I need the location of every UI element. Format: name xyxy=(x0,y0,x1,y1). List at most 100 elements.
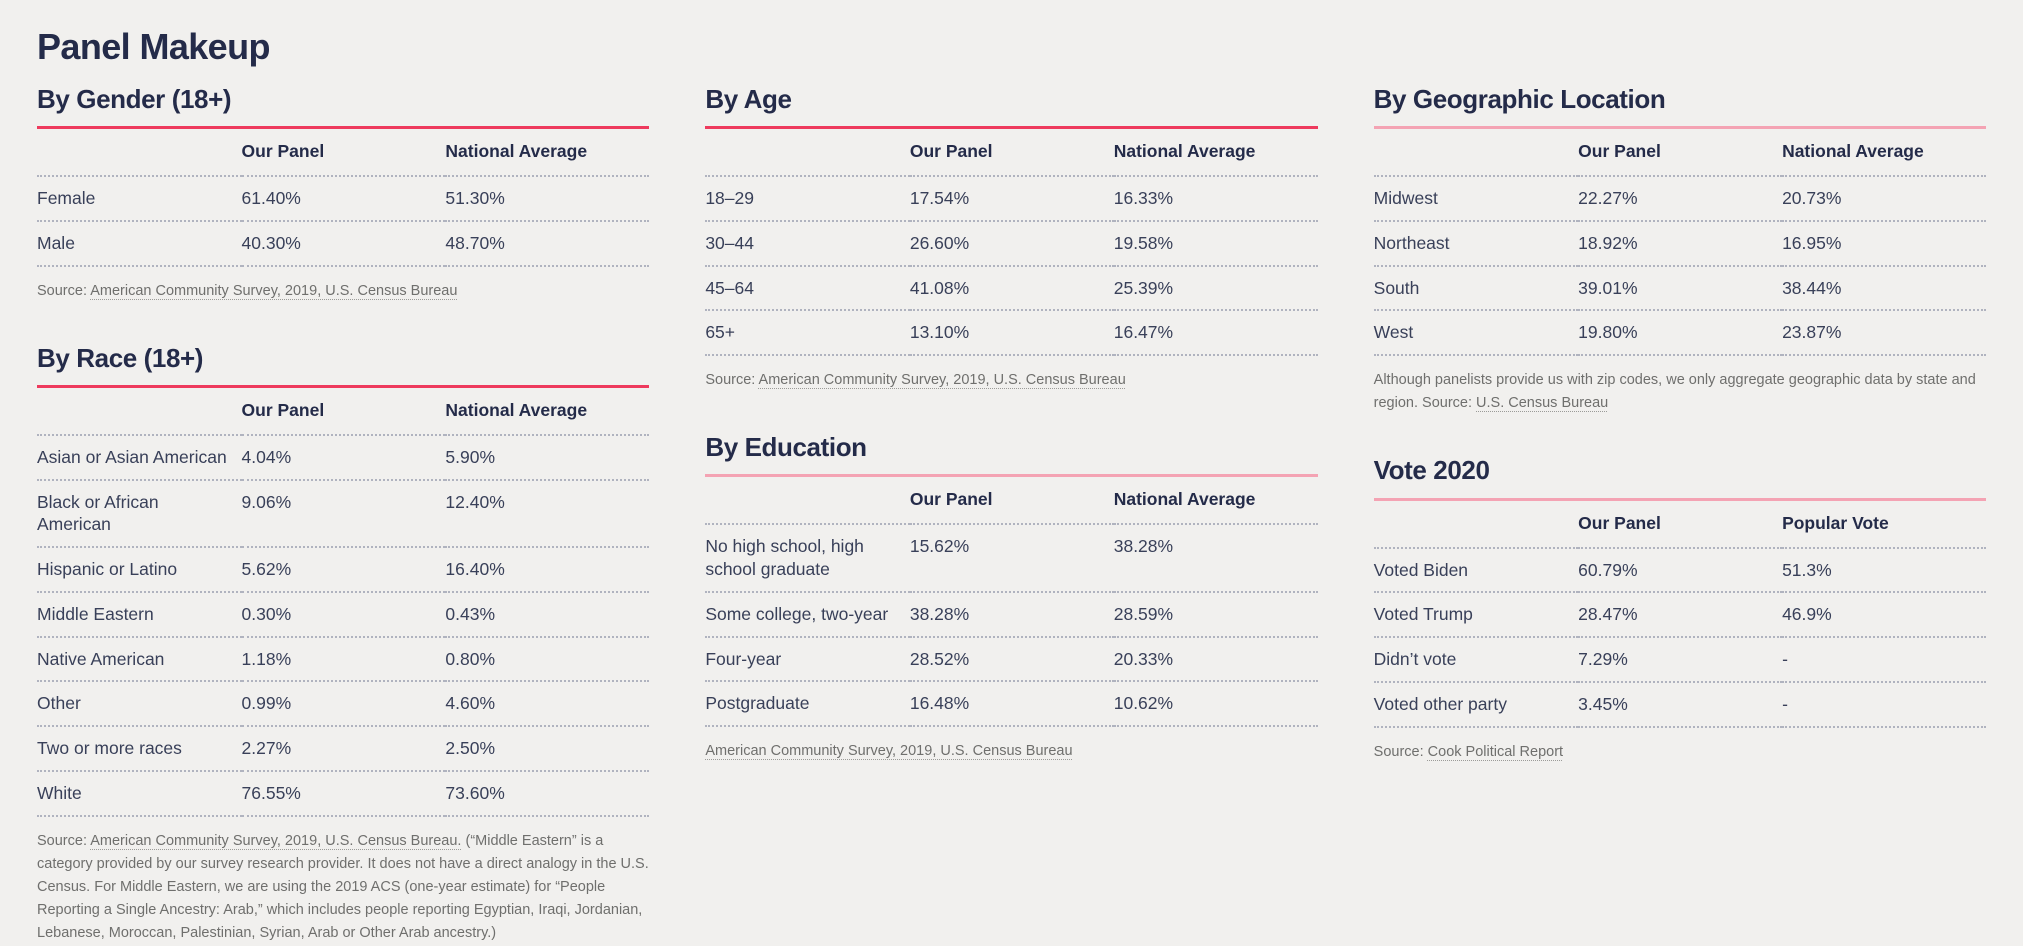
row-label: West xyxy=(1373,309,1579,357)
section-title: By Education xyxy=(705,432,867,463)
table-row: 45–64 41.08% 25.39% xyxy=(705,264,1318,311)
comparison-value: 20.73% xyxy=(1782,175,1986,221)
row-label: Hispanic or Latino xyxy=(37,546,242,592)
table-row: Didn’t vote 7.29% - xyxy=(1373,636,1986,682)
our-panel-value: 5.62% xyxy=(241,546,446,592)
our-panel-value: 26.60% xyxy=(909,219,1114,266)
section-vote2020: Vote 2020 Our Panel Popular Vote Voted B… xyxy=(1373,455,1986,763)
table-row: Two or more races 2.27% 2.50% xyxy=(37,725,650,771)
table-header-row: Our Panel Popular Vote xyxy=(1374,501,1986,548)
our-panel-value: 15.62% xyxy=(909,523,1114,592)
column-header-comparison: National Average xyxy=(1113,141,1256,162)
comparison-value: 38.28% xyxy=(1113,523,1318,592)
comparison-value: 20.33% xyxy=(1113,635,1318,682)
section-title: By Gender (18+) xyxy=(37,84,232,114)
column-header-comparison: National Average xyxy=(1113,489,1256,510)
comparison-value: 51.3% xyxy=(1782,546,1986,593)
table-body: 18–29 17.54% 16.33% 30–44 26.60% 19.58% … xyxy=(705,175,1318,357)
table-row: West 19.80% 23.87% xyxy=(1373,309,1986,357)
comparison-value: 0.43% xyxy=(445,590,650,637)
column-left: By Gender (18+) Our Panel National Avera… xyxy=(37,84,650,946)
row-label: Female xyxy=(37,175,242,221)
our-panel-value: 76.55% xyxy=(241,769,446,817)
comparison-value: 0.80% xyxy=(445,635,650,682)
data-table: Our Panel Popular Vote Voted Biden 60.79… xyxy=(1373,501,1986,728)
column-right: By Geographic Location Our Panel Nationa… xyxy=(1373,84,1986,764)
our-panel-value: 0.99% xyxy=(241,680,446,727)
source-link[interactable]: American Community Survey, 2019, U.S. Ce… xyxy=(90,832,462,849)
header-spacer xyxy=(1374,129,1579,176)
row-label: Voted Trump xyxy=(1373,591,1579,637)
column-header-our-panel: Our Panel xyxy=(909,489,993,510)
row-label: Didn’t vote xyxy=(1373,636,1579,682)
section-geography: By Geographic Location Our Panel Nationa… xyxy=(1373,84,1986,415)
panel-makeup-page: Panel Makeup By Gender (18+) Our Panel N… xyxy=(37,26,1986,946)
table-row: Postgraduate 16.48% 10.62% xyxy=(705,680,1318,728)
table-header-row: Our Panel National Average xyxy=(705,477,1317,524)
row-label: Voted other party xyxy=(1373,680,1579,728)
table-row: Northeast 18.92% 16.95% xyxy=(1373,219,1986,266)
source-text: Although panelists provide us with zip c… xyxy=(1373,372,1976,412)
data-table: Our Panel National Average Asian or Asia… xyxy=(37,388,650,817)
table-row: Middle Eastern 0.30% 0.43% xyxy=(37,590,650,637)
source-text: Source: xyxy=(1373,743,1428,760)
comparison-value: - xyxy=(1782,680,1986,728)
comparison-value: 38.44% xyxy=(1782,264,1986,311)
source-text: Source: xyxy=(37,282,91,299)
source-link[interactable]: American Community Survey, 2019, U.S. Ce… xyxy=(705,743,1073,760)
our-panel-value: 41.08% xyxy=(909,264,1114,311)
table-row: 18–29 17.54% 16.33% xyxy=(705,175,1318,221)
source-link[interactable]: American Community Survey, 2019, U.S. Ce… xyxy=(90,282,458,299)
row-label: 65+ xyxy=(705,309,910,357)
comparison-value: 73.60% xyxy=(445,769,650,817)
table-body: Female 61.40% 51.30% Male 40.30% 48.70% xyxy=(37,175,650,267)
comparison-value: 28.59% xyxy=(1113,590,1318,637)
our-panel-value: 0.30% xyxy=(241,590,446,637)
row-label: White xyxy=(37,769,242,817)
table-row: Female 61.40% 51.30% xyxy=(37,175,650,221)
table-body: No high school, high school graduate 15.… xyxy=(705,523,1318,728)
table-row: Four-year 28.52% 20.33% xyxy=(705,635,1318,682)
our-panel-value: 60.79% xyxy=(1578,546,1783,593)
source-link[interactable]: Cook Political Report xyxy=(1427,743,1564,760)
our-panel-value: 1.18% xyxy=(241,635,446,682)
row-label: Male xyxy=(37,219,242,267)
our-panel-value: 22.27% xyxy=(1578,175,1783,221)
section-title: By Geographic Location xyxy=(1373,84,1666,114)
section-gender: By Gender (18+) Our Panel National Avera… xyxy=(37,84,650,303)
table-row: 30–44 26.60% 19.58% xyxy=(705,219,1318,266)
data-table: Our Panel National Average 18–29 17.54% … xyxy=(705,129,1318,357)
table-row: No high school, high school graduate 15.… xyxy=(705,523,1318,592)
our-panel-value: 40.30% xyxy=(241,219,446,267)
section-title: Vote 2020 xyxy=(1373,455,1490,486)
column-header-comparison: National Average xyxy=(1782,141,1924,162)
our-panel-value: 39.01% xyxy=(1578,264,1783,311)
header-spacer xyxy=(1374,501,1579,548)
section-age: By Age Our Panel National Average 18–29 … xyxy=(705,84,1318,392)
comparison-value: 23.87% xyxy=(1782,309,1986,357)
comparison-value: 46.9% xyxy=(1782,591,1986,637)
table-header-row: Our Panel National Average xyxy=(37,388,649,435)
source-link[interactable]: U.S. Census Bureau xyxy=(1476,395,1609,412)
section-title: By Race (18+) xyxy=(37,342,204,373)
row-label: Voted Biden xyxy=(1373,546,1579,593)
header-spacer xyxy=(705,129,910,176)
comparison-value: 16.95% xyxy=(1782,219,1986,266)
our-panel-value: 9.06% xyxy=(241,478,446,548)
source-note: Source: American Community Survey, 2019,… xyxy=(37,280,649,303)
columns-container: By Gender (18+) Our Panel National Avera… xyxy=(37,84,1986,946)
column-header-our-panel: Our Panel xyxy=(909,141,993,162)
column-header-our-panel: Our Panel xyxy=(1578,512,1661,533)
row-label: Four-year xyxy=(705,635,910,682)
table-row: Male 40.30% 48.70% xyxy=(37,219,650,267)
row-label: Northeast xyxy=(1373,219,1579,266)
comparison-value: 12.40% xyxy=(445,478,650,548)
table-row: Voted Biden 60.79% 51.3% xyxy=(1373,546,1986,593)
section-race: By Race (18+) Our Panel National Average… xyxy=(37,342,650,946)
comparison-value: - xyxy=(1782,636,1986,682)
comparison-value: 5.90% xyxy=(445,433,650,480)
our-panel-value: 13.10% xyxy=(909,309,1114,357)
table-body: Voted Biden 60.79% 51.3% Voted Trump 28.… xyxy=(1373,546,1986,728)
comparison-value: 25.39% xyxy=(1113,264,1318,311)
source-link[interactable]: American Community Survey, 2019, U.S. Ce… xyxy=(758,372,1126,389)
